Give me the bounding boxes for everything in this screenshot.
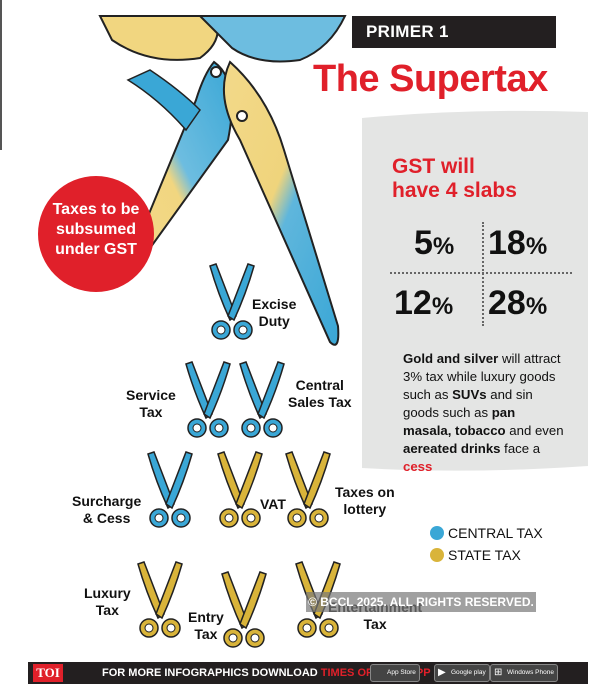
play-icon: ▶ bbox=[438, 667, 446, 678]
google-play-badge[interactable]: ▶ Google play bbox=[434, 664, 490, 682]
scissors-icon bbox=[221, 571, 267, 648]
legend-state-dot bbox=[430, 548, 444, 562]
scissors-icon bbox=[239, 361, 285, 438]
slab-28: 28% bbox=[488, 284, 548, 322]
label-vat: VAT bbox=[260, 496, 286, 512]
toi-logo: TOI bbox=[33, 664, 63, 682]
big-scissors-pivot bbox=[210, 66, 222, 78]
slab-12: 12% bbox=[394, 284, 454, 322]
scissors-icon bbox=[209, 263, 255, 340]
label-taxes-on-lottery: Taxes on lottery bbox=[335, 484, 395, 517]
label-entry-tax: Entry Tax bbox=[188, 609, 224, 642]
legend-central-label: CENTRAL TAX bbox=[448, 525, 543, 541]
big-scissors-blade-right bbox=[222, 60, 340, 346]
slab-18: 18% bbox=[488, 224, 548, 262]
big-scissors-blade-upper-left bbox=[126, 69, 201, 132]
gst-panel-background bbox=[362, 110, 588, 471]
legend-central-dot bbox=[430, 526, 444, 540]
subsumed-callout-circle bbox=[38, 176, 154, 292]
scissors-icon bbox=[147, 451, 193, 528]
big-scissors-handle-left bbox=[98, 15, 219, 61]
app-store-badge[interactable]: App Store bbox=[370, 664, 420, 682]
scissors-icon bbox=[185, 361, 231, 438]
scissors-icon bbox=[137, 561, 183, 638]
scissors-icon bbox=[285, 451, 331, 528]
label-central-sales-tax: Central Sales Tax bbox=[288, 377, 352, 410]
page-edge-rule bbox=[0, 0, 2, 150]
primer-banner: PRIMER 1 bbox=[352, 16, 556, 48]
subsumed-callout-text: Taxes to be subsumed under GST bbox=[52, 201, 140, 258]
big-scissors-handle-right bbox=[197, 15, 347, 63]
copyright-watermark: © BCCL 2025. ALL RIGHTS RESERVED. bbox=[306, 592, 536, 612]
windows-phone-badge[interactable]: ⊞ Windows Phone bbox=[490, 664, 558, 682]
gst-slabs-heading: GST will have 4 slabs bbox=[392, 155, 572, 203]
primer-label: PRIMER 1 bbox=[366, 22, 449, 41]
label-service-tax: Service Tax bbox=[126, 387, 176, 420]
slab-5: 5% bbox=[414, 224, 455, 262]
gst-heading-line-1: GST will bbox=[392, 155, 475, 178]
slab-divider-horizontal bbox=[390, 272, 572, 274]
scissors-icon bbox=[217, 451, 263, 528]
gst-heading-line-2: have 4 slabs bbox=[392, 179, 517, 202]
page-title: The Supertax bbox=[313, 58, 548, 100]
label-luxury-tax: Luxury Tax bbox=[84, 585, 131, 618]
label-surcharge-cess: Surcharge & Cess bbox=[72, 493, 142, 526]
windows-icon: ⊞ bbox=[494, 667, 503, 678]
slab-divider-vertical bbox=[482, 222, 484, 326]
legend-state-label: STATE TAX bbox=[448, 547, 521, 563]
label-excise-duty: Excise Duty bbox=[252, 296, 297, 329]
gst-cess-note: Gold and silver will attract 3% tax whil… bbox=[403, 351, 564, 474]
